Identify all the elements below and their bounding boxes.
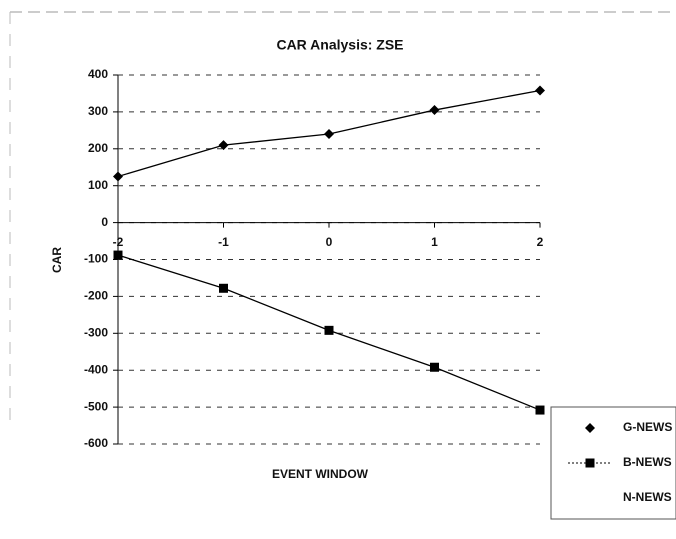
y-tick-label: -300 xyxy=(84,325,108,339)
y-tick-label: -400 xyxy=(84,362,108,376)
y-tick-label: 200 xyxy=(88,141,108,155)
marker xyxy=(324,325,334,335)
x-tick-label: -2 xyxy=(113,235,124,249)
y-axis-title: CAR xyxy=(50,247,64,273)
marker xyxy=(113,250,123,260)
legend-label: G-NEWS xyxy=(623,420,672,434)
legend-marker xyxy=(585,423,595,433)
chart-title: CAR Analysis: ZSE xyxy=(276,37,403,53)
marker xyxy=(113,171,123,182)
marker xyxy=(324,129,334,140)
legend-label: B-NEWS xyxy=(623,455,672,469)
x-tick-label: -1 xyxy=(218,235,229,249)
y-tick-label: 400 xyxy=(88,67,108,81)
y-tick-label: 300 xyxy=(88,104,108,118)
legend-box xyxy=(550,406,676,520)
marker xyxy=(218,140,229,151)
marker xyxy=(429,105,440,116)
x-tick-label: 1 xyxy=(431,235,438,249)
x-tick-label: 0 xyxy=(326,235,333,249)
y-tick-label: -500 xyxy=(84,399,108,413)
marker xyxy=(535,85,545,96)
y-tick-label: -200 xyxy=(84,289,108,303)
marker xyxy=(430,362,439,372)
y-tick-label: 0 xyxy=(101,215,108,229)
marker xyxy=(535,405,545,415)
x-tick-label: 2 xyxy=(537,235,544,249)
y-tick-label: -600 xyxy=(84,436,108,450)
marker xyxy=(219,283,228,293)
y-tick-label: -100 xyxy=(84,252,108,266)
legend-marker xyxy=(585,458,595,468)
legend-label: N-NEWS xyxy=(623,490,672,504)
y-tick-label: 100 xyxy=(88,178,108,192)
x-axis-title: EVENT WINDOW xyxy=(272,467,369,481)
